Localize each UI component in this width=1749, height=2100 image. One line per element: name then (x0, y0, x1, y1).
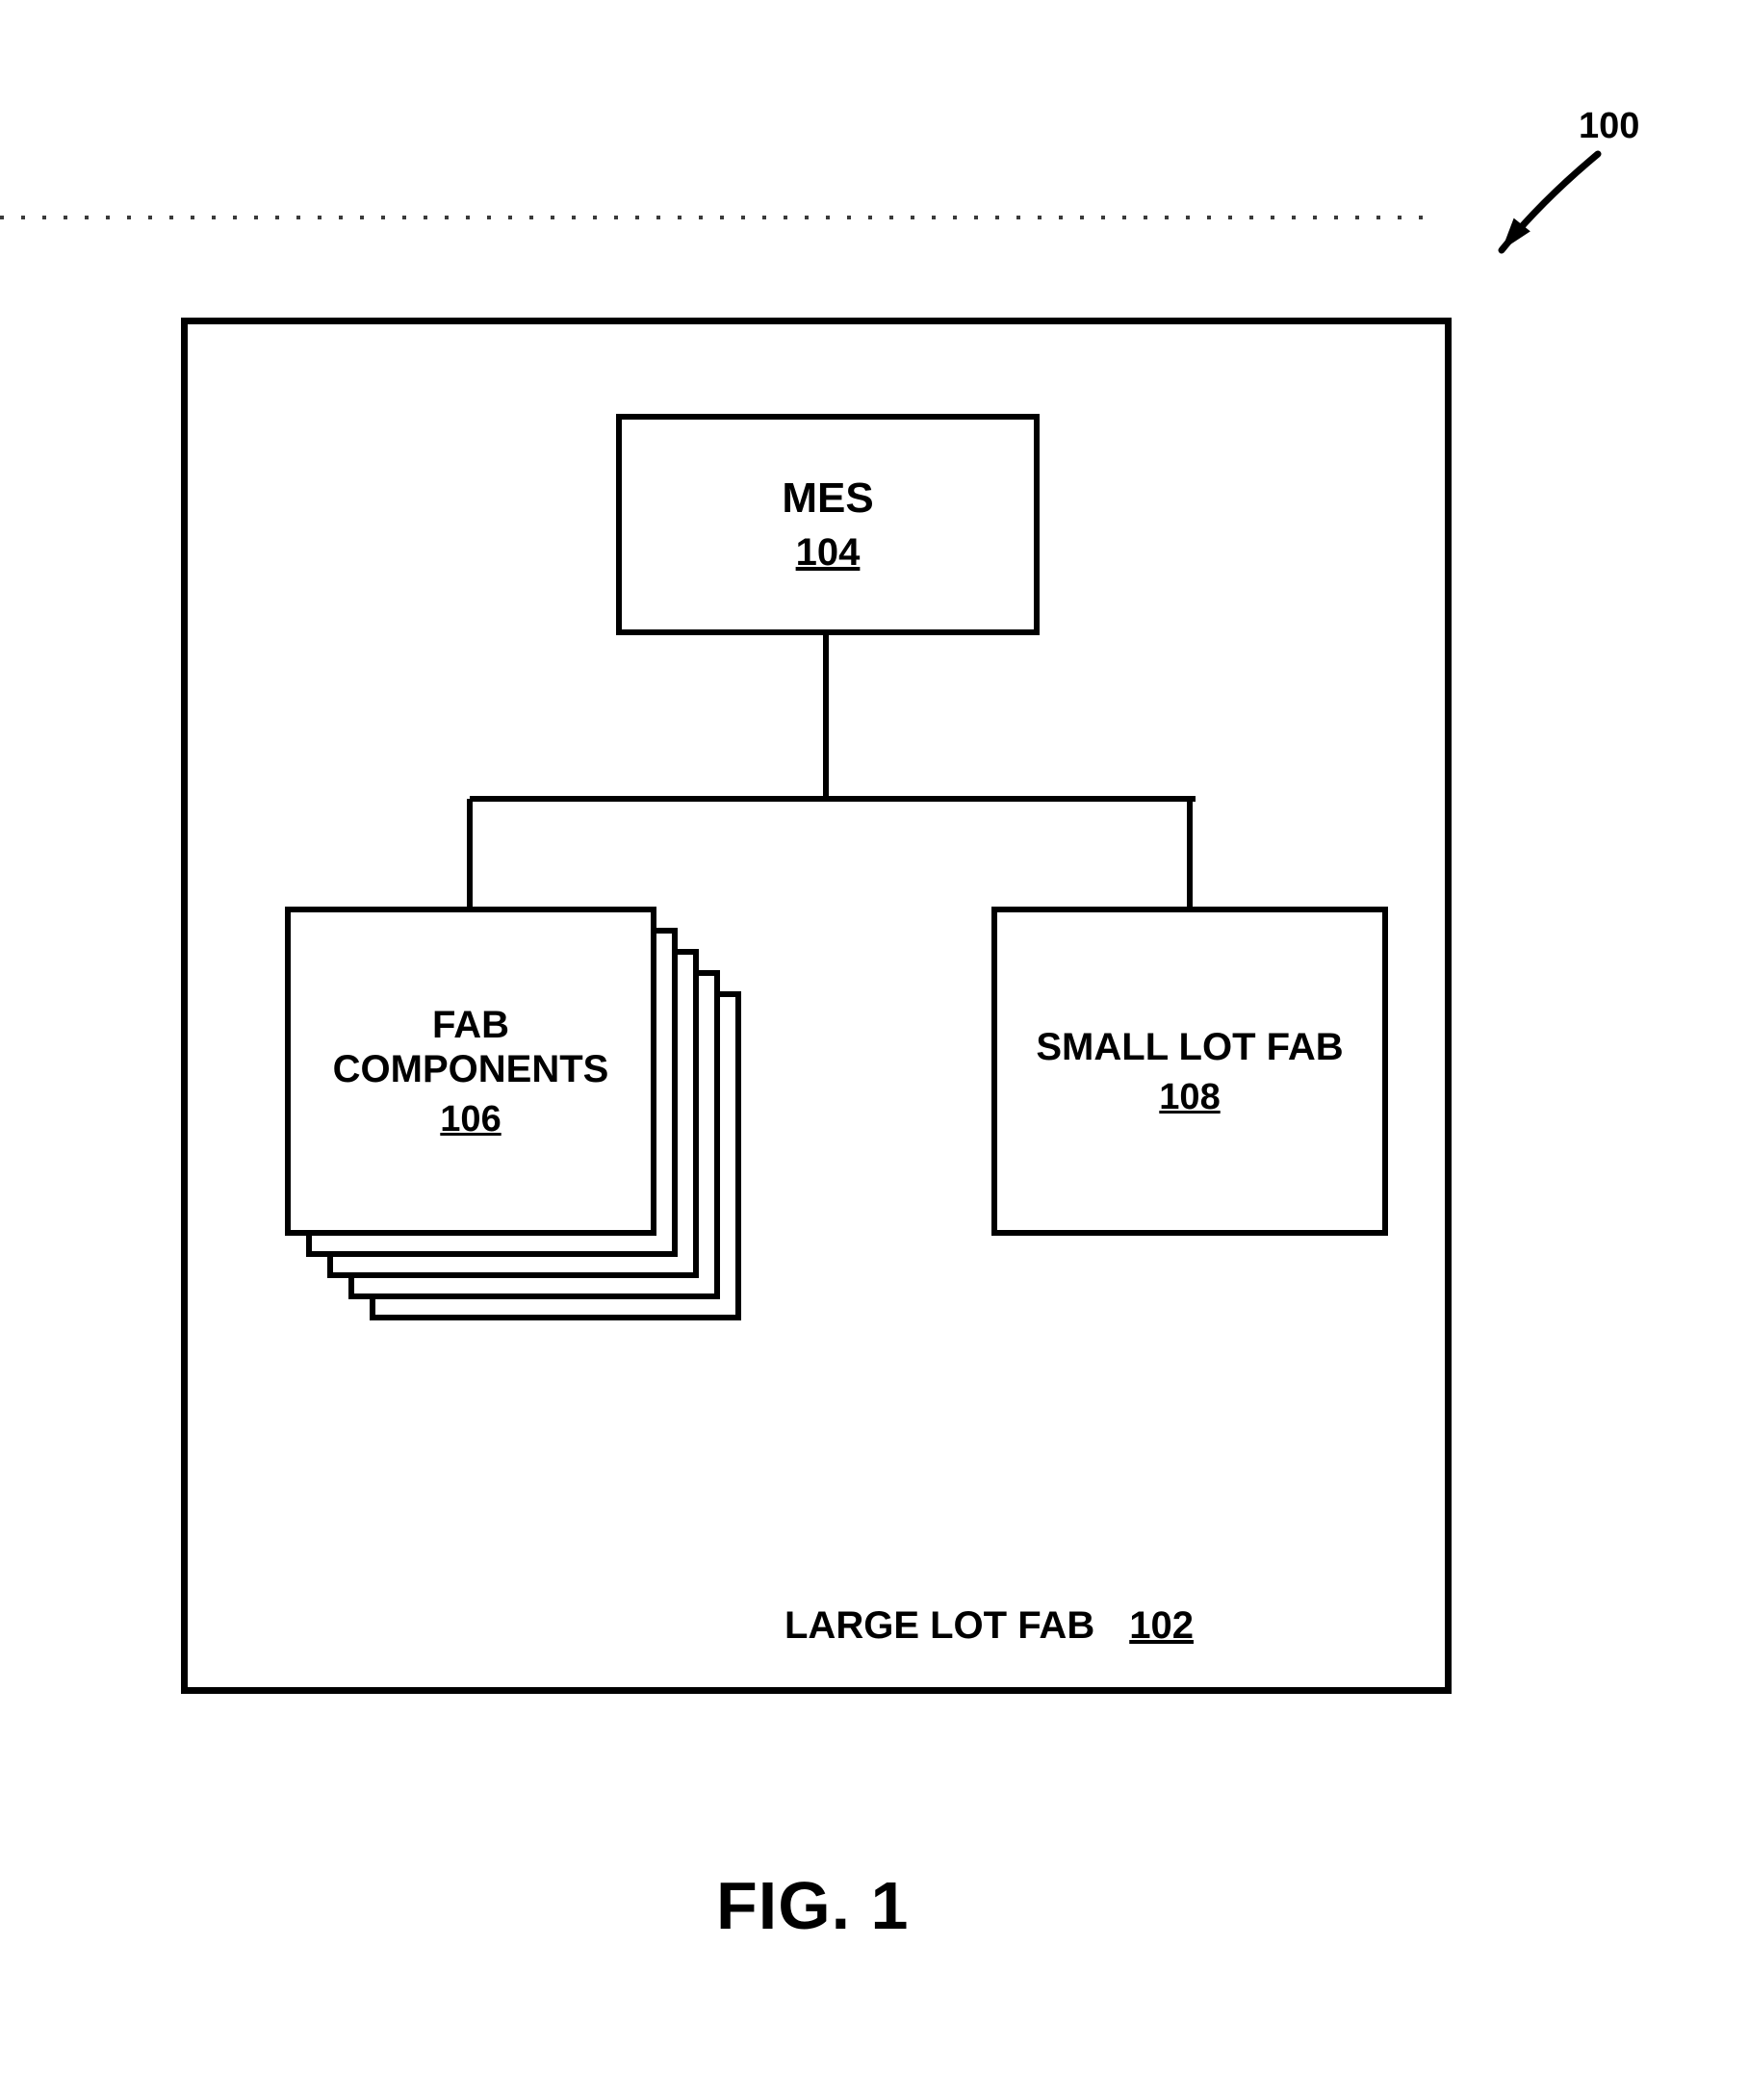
large-lot-fab-num: 102 (1129, 1604, 1194, 1648)
fab-components-title-line1: FAB (432, 1004, 509, 1046)
large-lot-fab-text: LARGE LOT FAB (784, 1604, 1094, 1648)
page-root: 100 LARGE LOT FAB 102 MES 104 FAB COMPON… (0, 0, 1749, 2100)
fab-components-title: FAB COMPONENTS (333, 1003, 609, 1091)
connector-h-bar (470, 796, 1196, 802)
connector-mes-drop (823, 635, 829, 799)
figure-caption: FIG. 1 (716, 1867, 909, 1944)
small-lot-fab-box: SMALL LOT FAB 108 (991, 907, 1388, 1236)
small-lot-fab-title: SMALL LOT FAB (1036, 1025, 1343, 1069)
fab-components-box: FAB COMPONENTS 106 (285, 907, 656, 1236)
mes-title: MES (782, 474, 873, 524)
top-dotted-line (0, 216, 1432, 219)
fab-components-title-line2: COMPONENTS (333, 1048, 609, 1090)
fab-components-num: 106 (440, 1099, 501, 1140)
ref-arrow-icon (1463, 115, 1636, 289)
connector-left-drop (467, 799, 473, 907)
mes-box: MES 104 (616, 414, 1040, 635)
connector-right-drop (1187, 799, 1193, 907)
large-lot-fab-label: LARGE LOT FAB 102 (784, 1604, 1194, 1648)
small-lot-fab-num: 108 (1159, 1077, 1220, 1118)
mes-num: 104 (796, 531, 861, 575)
